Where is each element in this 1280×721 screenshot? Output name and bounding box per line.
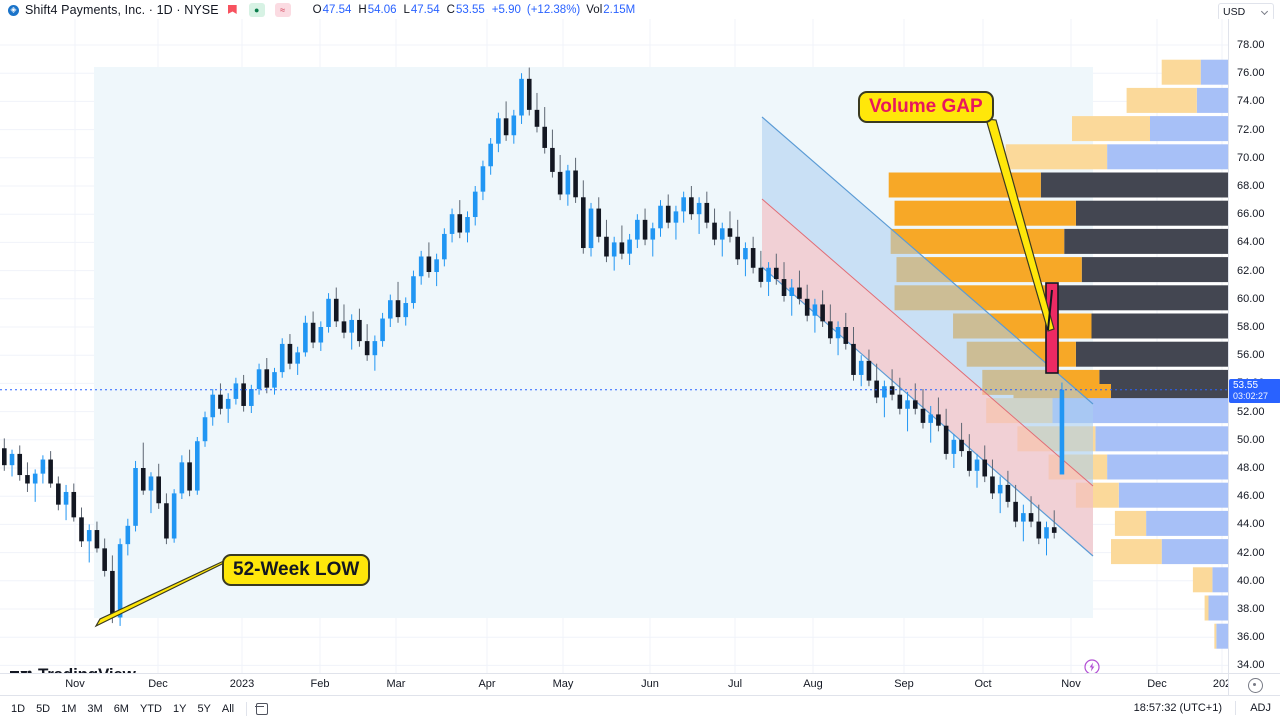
market-open-dot-icon[interactable]: ● [248, 3, 265, 17]
price-tick: 74.00 [1237, 95, 1265, 108]
time-tick: Feb [310, 678, 330, 690]
volume-value: 2.15M [603, 4, 636, 16]
currency-selector[interactable]: USD [1218, 3, 1274, 21]
price-tick: 66.00 [1237, 208, 1265, 221]
price-tick: 48.00 [1237, 462, 1265, 474]
ohlc-values: O47.54 H54.06 L47.54 C53.55 +5.90 (+12.38%) Vo… [313, 4, 637, 16]
bar-countdown: 03:02:27 [1233, 390, 1269, 401]
range-button-1y[interactable]: 1Y [172, 702, 187, 715]
price-tick: 68.00 [1237, 180, 1265, 192]
price-tick: 78.00 [1237, 39, 1265, 51]
price-tick: 72.00 [1237, 123, 1265, 136]
range-button-1d[interactable]: 1D [11, 702, 26, 715]
reset-scale-icon [1247, 677, 1263, 693]
chart-plot-area[interactable]: TradingView Volume GAP 52-Week LOW [0, 19, 1228, 673]
tradingview-logo-icon [10, 668, 32, 673]
tradingview-watermark-text: TradingView [38, 665, 136, 673]
chart-legend-bar: ◈ Shift4 Payments, Inc. · 1D · NYSE ● ≈ … [0, 0, 1280, 37]
volume-label: Vol [586, 4, 603, 16]
time-tick: Dec [148, 678, 168, 690]
annotation-volume-gap[interactable]: Volume GAP [858, 91, 994, 123]
price-tick: 60.00 [1237, 292, 1265, 305]
price-tick: 62.00 [1237, 264, 1265, 277]
data-delay-icon[interactable]: ≈ [274, 3, 291, 17]
range-button-all[interactable]: All [221, 702, 235, 715]
ohlc-low-value: 47.54 [410, 4, 440, 16]
chevron-down-icon [1262, 9, 1269, 16]
time-tick: Jul [727, 678, 743, 690]
time-tick: May [552, 678, 574, 690]
range-button-6m[interactable]: 6M [113, 702, 129, 715]
time-tick: 2023 [229, 678, 255, 690]
last-price-badge[interactable]: 53.55 03:02:27 [1229, 378, 1280, 403]
price-tick: 58.00 [1237, 321, 1265, 333]
price-tick: 38.00 [1237, 603, 1265, 615]
ohlc-open-value: 47.54 [322, 4, 352, 16]
time-tick: Mar [386, 678, 406, 690]
ohlc-close-value: 53.55 [455, 4, 485, 16]
time-tick: Oct [974, 678, 992, 690]
range-button-5d[interactable]: 5D [36, 702, 51, 715]
price-tick: 42.00 [1237, 546, 1265, 559]
range-button-ytd[interactable]: YTD [139, 702, 162, 715]
reset-scale-button[interactable] [1228, 673, 1280, 696]
time-scale[interactable]: Nov Dec 2023 Feb Mar Apr May Jun Jul Aug Sep Oct Nov… [0, 673, 1232, 696]
price-tick: 36.00 [1237, 631, 1265, 644]
symbol-legend[interactable]: ◈ Shift4 Payments, Inc. · 1D · NYSE ● ≈ … [8, 2, 636, 18]
red-flag-icon[interactable] [227, 4, 239, 16]
price-tick: 56.00 [1237, 349, 1265, 362]
ohlc-change-pct: (+12.38%) [526, 4, 581, 16]
ohlc-low-label: L [403, 4, 410, 16]
shift4-logo-icon: ◈ [8, 4, 19, 16]
ohlc-high-label: H [358, 4, 367, 16]
time-tick: 202 [1212, 678, 1232, 690]
tradingview-watermark: TradingView [10, 665, 136, 673]
last-price-value: 53.55 [1233, 379, 1259, 391]
price-tick: 44.00 [1237, 518, 1265, 531]
time-tick: Jun [641, 678, 659, 690]
ohlc-high-value: 54.06 [367, 4, 397, 16]
range-buttons[interactable]: 1D 5D 1M 3M 6M YTD 1Y 5Y All [6, 701, 269, 716]
ohlc-close-label: C [446, 4, 455, 16]
range-button-1m[interactable]: 1M [61, 702, 77, 715]
ohlc-open-label: O [312, 4, 322, 16]
ohlc-change: +5.90 [491, 4, 521, 16]
time-tick: Nov [1061, 678, 1081, 690]
session-clock: 18:57:32 (UTC+1) [1133, 702, 1222, 714]
time-tick: Nov [65, 678, 85, 690]
price-tick: 64.00 [1237, 236, 1265, 249]
bottom-toolbar: 1D 5D 1M 3M 6M YTD 1Y 5Y All 18:57:32 (UTC+1) AD… [0, 695, 1280, 721]
price-tick: 46.00 [1237, 490, 1265, 503]
candlestick-layer [2, 67, 1065, 626]
price-tick: 52.00 [1237, 405, 1265, 418]
toolbar-divider [1235, 701, 1236, 715]
time-tick: Dec [1147, 678, 1167, 690]
price-tick: 70.00 [1237, 151, 1265, 164]
range-button-5y[interactable]: 5Y [197, 702, 211, 715]
date-range-calendar-icon[interactable] [254, 701, 269, 716]
price-tick: 50.00 [1237, 433, 1265, 446]
price-tick: 40.00 [1237, 574, 1265, 587]
time-tick: Aug [803, 678, 823, 690]
price-scale[interactable]: 78.00 76.00 74.00 72.00 70.00 68.00 66.00 64.00… [1228, 19, 1280, 673]
time-tick: Sep [894, 678, 914, 690]
range-button-3m[interactable]: 3M [87, 702, 103, 715]
time-tick: Apr [478, 678, 496, 690]
annotation-arrow-layer [94, 118, 1055, 628]
descending-channel-layer [761, 116, 1094, 557]
symbol-title[interactable]: Shift4 Payments, Inc. · 1D · NYSE [25, 3, 219, 17]
price-tick: 76.00 [1237, 67, 1265, 80]
earnings-lightning-icon[interactable] [1084, 659, 1100, 673]
currency-label: USD [1223, 6, 1246, 18]
adjustment-toggle[interactable]: ADJ [1250, 702, 1271, 714]
price-tick: 34.00 [1237, 659, 1265, 672]
range-divider [246, 701, 248, 716]
annotation-52week-low[interactable]: 52-Week LOW [222, 554, 371, 586]
chart-canvas [0, 19, 1228, 673]
